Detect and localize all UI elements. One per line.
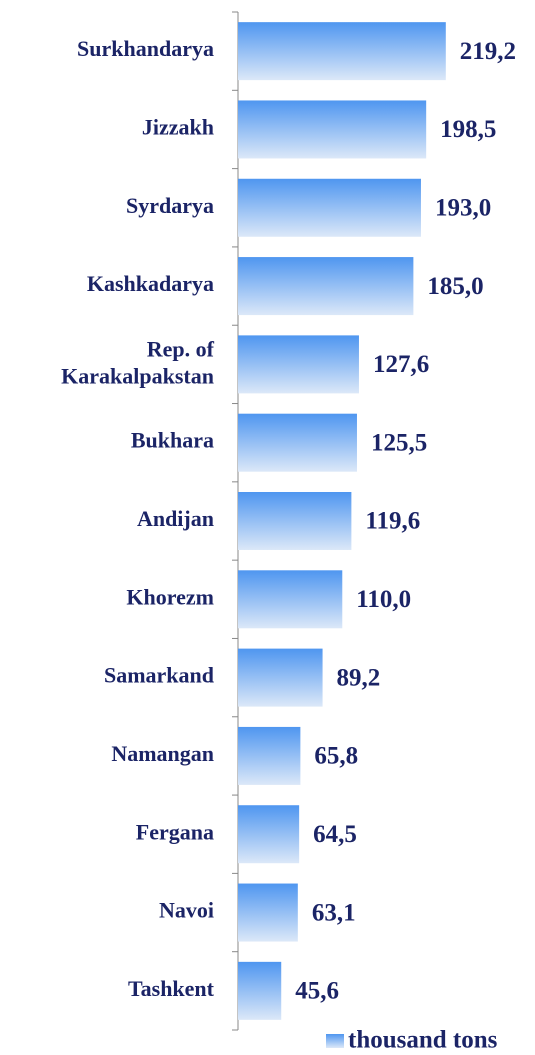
bar [238, 961, 282, 1020]
category-label: Rep. of Karakalpakstan [61, 336, 214, 388]
category-label: Fergana [136, 819, 214, 844]
value-label: 125,5 [371, 429, 427, 456]
category-label: Tashkent [128, 976, 215, 1001]
value-label: 219,2 [460, 38, 516, 65]
value-label: 198,5 [440, 116, 496, 143]
category-label: Namangan [111, 741, 214, 766]
category-label: Samarkand [104, 663, 214, 688]
value-label: 185,0 [427, 273, 483, 300]
value-label: 110,0 [356, 586, 411, 613]
value-label: 119,6 [365, 508, 420, 535]
bar [238, 100, 427, 159]
category-label: Surkhandarya [77, 36, 214, 61]
legend-swatch [326, 1034, 344, 1048]
bar [238, 570, 343, 629]
value-label: 63,1 [312, 899, 356, 926]
bar [238, 178, 421, 237]
category-label: Andijan [137, 506, 214, 531]
category-label: Kashkadarya [87, 271, 214, 296]
category-label: Jizzakh [142, 115, 214, 140]
category-label: Syrdarya [126, 193, 214, 218]
bar [238, 413, 357, 472]
value-label: 65,8 [314, 743, 358, 770]
value-label: 64,5 [313, 821, 357, 848]
bar [238, 22, 446, 81]
legend-label: thousand tons [348, 1027, 498, 1054]
category-label: Khorezm [126, 584, 214, 609]
category-label-line: Karakalpakstan [61, 363, 214, 388]
bar [238, 648, 323, 707]
bar [238, 335, 359, 394]
category-label: Bukhara [131, 428, 214, 453]
value-label: 89,2 [337, 664, 381, 691]
value-label: 193,0 [435, 195, 491, 222]
bar [238, 257, 414, 316]
bar [238, 805, 300, 864]
category-label: Navoi [159, 898, 214, 923]
bar [238, 726, 301, 785]
category-label-line: Rep. of [147, 336, 215, 361]
value-label: 45,6 [295, 978, 339, 1005]
value-label: 127,6 [373, 351, 429, 378]
bar [238, 883, 298, 942]
bar [238, 492, 352, 550]
